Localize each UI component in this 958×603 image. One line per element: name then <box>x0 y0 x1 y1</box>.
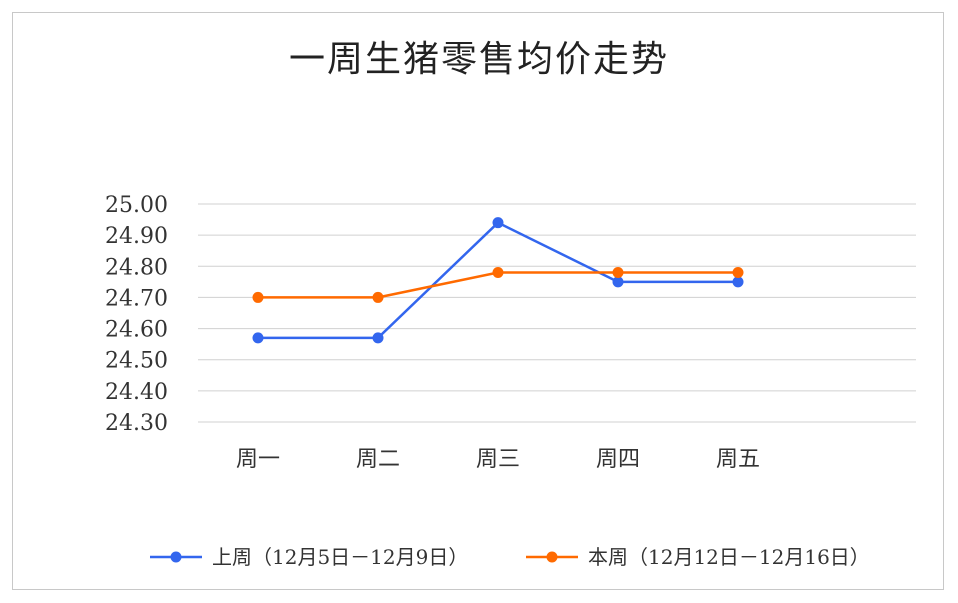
series-line-1 <box>258 221 738 340</box>
chart-frame <box>12 12 944 590</box>
y-tick-label: 24.30 <box>105 411 168 436</box>
x-tick-label: 周一 <box>236 447 280 472</box>
y-tick-label: 24.50 <box>105 349 168 374</box>
series-1-point <box>612 276 624 288</box>
y-tick-label: 24.70 <box>105 286 168 311</box>
legend-marker-1 <box>170 551 182 563</box>
chart-title: 一周生猪零售均价走势 <box>288 39 669 80</box>
x-tick-label: 周四 <box>596 447 640 472</box>
legend-label-1: 上周（12月5日－12月9日） <box>212 545 468 569</box>
legend-marker-2 <box>546 551 558 563</box>
series-2-point <box>612 267 624 279</box>
series-1-point <box>252 332 264 344</box>
series-1-point <box>732 276 744 288</box>
y-tick-label: 24.60 <box>105 318 168 343</box>
x-tick-label: 周三 <box>476 447 520 472</box>
x-tick-label: 周二 <box>356 447 400 472</box>
x-tick-label: 周五 <box>716 447 760 472</box>
legend-label-2: 本周（12月12日－12月16日） <box>588 545 870 569</box>
series-2-point <box>252 291 264 303</box>
series-2-point <box>732 267 744 279</box>
series-2-point <box>492 267 504 279</box>
y-tick-label: 24.80 <box>105 255 168 280</box>
series-2-point <box>372 291 384 303</box>
y-tick-label: 24.40 <box>105 380 168 405</box>
y-tick-label: 25.00 <box>105 193 168 218</box>
series-1-point <box>492 217 504 229</box>
series-1-point <box>372 332 384 344</box>
y-tick-label: 24.90 <box>105 224 168 249</box>
